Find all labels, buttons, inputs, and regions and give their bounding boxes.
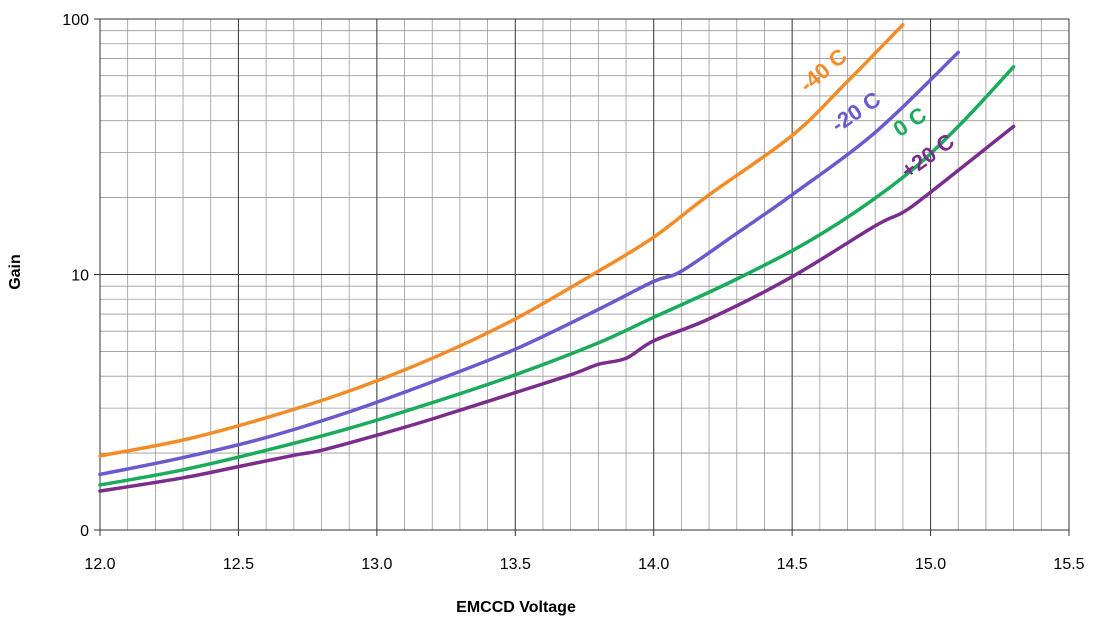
x-tick-label: 13.5 [500, 556, 531, 573]
series-line-2 [98, 65, 1016, 487]
x-tick-label: 12.0 [84, 556, 115, 573]
series-label-2: 0 C [889, 102, 931, 142]
series-line-3 [98, 124, 1016, 493]
x-axis-title: EMCCD Voltage [456, 599, 576, 616]
y-tick-labels: 0 10 100 [62, 12, 89, 540]
y-tick-label: 100 [62, 12, 89, 29]
series-label-0: -40 C [795, 43, 852, 97]
x-tick-label: 12.5 [223, 556, 254, 573]
x-tick-labels: 12.0 12.5 13.0 13.5 14.0 14.5 15.0 15.5 [84, 556, 1084, 573]
series-line-0 [98, 22, 905, 458]
y-tick-label: 10 [71, 268, 89, 285]
series-lines [98, 22, 1016, 493]
series-line-1 [98, 50, 961, 477]
x-tick-label: 13.0 [361, 556, 392, 573]
x-tick-label: 14.5 [777, 556, 808, 573]
x-tick-label: 15.0 [915, 556, 946, 573]
y-tick-label: 0 [80, 523, 89, 540]
y-axis-title: Gain [7, 254, 24, 290]
x-tick-label: 15.5 [1053, 556, 1084, 573]
x-tick-label: 14.0 [638, 556, 669, 573]
